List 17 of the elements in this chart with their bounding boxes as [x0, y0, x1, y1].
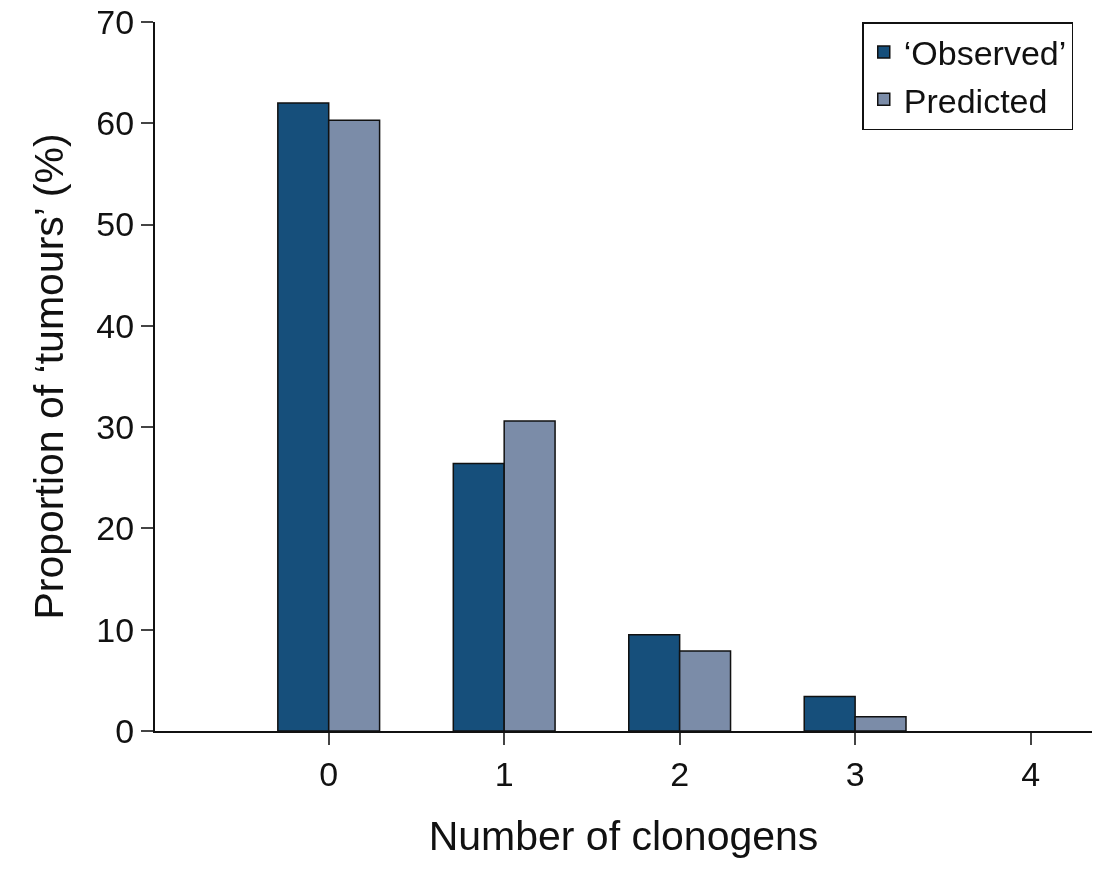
y-tick-label: 0 [115, 711, 135, 750]
y-tick-label: 60 [96, 104, 135, 143]
x-tick-label: 0 [319, 754, 339, 793]
x-tick-label: 3 [845, 754, 865, 793]
y-tick-label: 20 [96, 509, 135, 548]
x-tick-label: 2 [670, 754, 690, 793]
x-tick-label: 1 [494, 754, 514, 793]
legend-label: Predicted [903, 81, 1048, 120]
legend-label: ‘Observed’ [903, 34, 1067, 73]
y-tick-label: 50 [96, 205, 135, 244]
x-axis-title: Number of clonogens [428, 813, 819, 860]
y-tick-label: 70 [96, 2, 135, 41]
y-tick-label: 40 [96, 306, 135, 345]
y-axis-title: Proportion of ‘tumours’ (%) [26, 133, 73, 620]
x-tick-label: 4 [1021, 754, 1041, 793]
y-tick-label: 30 [96, 408, 135, 447]
y-tick-label: 10 [96, 610, 135, 649]
